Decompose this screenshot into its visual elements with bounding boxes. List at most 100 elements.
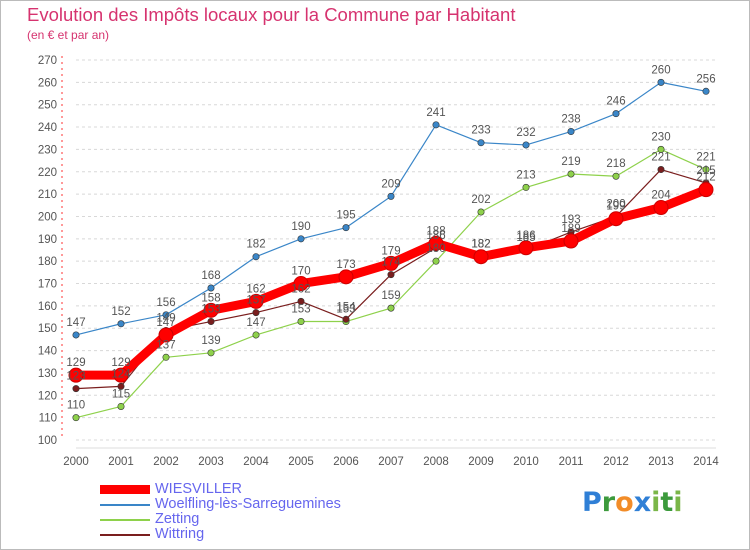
data-label: 195	[336, 210, 355, 222]
data-point	[117, 402, 125, 410]
x-tick-label: 2014	[693, 456, 719, 468]
x-tick-label: 2003	[198, 456, 224, 468]
data-point	[252, 331, 260, 339]
data-label: 186	[516, 230, 535, 242]
data-label: 200	[606, 198, 625, 210]
data-point	[207, 318, 215, 326]
y-tick-label: 210	[38, 189, 57, 201]
x-tick-label: 2004	[243, 456, 269, 468]
data-point	[248, 293, 264, 309]
data-label: 153	[201, 304, 220, 316]
data-point	[207, 284, 215, 292]
data-label: 238	[561, 114, 580, 126]
data-point	[702, 166, 710, 174]
data-label: 185	[516, 232, 535, 244]
chart-subtitle: (en € et par an)	[27, 28, 110, 42]
logo-letter: o	[615, 487, 634, 518]
x-tick-label: 2002	[153, 456, 179, 468]
data-point	[657, 78, 665, 86]
y-tick-label: 220	[38, 167, 57, 179]
data-label: 168	[201, 270, 220, 282]
proxiti-logo: Proxiti	[582, 487, 683, 518]
x-tick-label: 2012	[603, 456, 629, 468]
data-point	[387, 271, 395, 279]
data-point	[428, 235, 444, 251]
y-tick-label: 170	[38, 279, 57, 291]
data-label: 213	[516, 169, 535, 181]
y-tick-label: 140	[38, 346, 57, 358]
data-point	[342, 315, 350, 323]
data-label: 202	[471, 194, 490, 206]
y-tick-label: 230	[38, 144, 57, 156]
data-label: 209	[381, 178, 400, 190]
y-tick-label: 110	[39, 413, 57, 425]
legend-label: Woelfling-lès-Sarreguemines	[155, 496, 341, 512]
data-point	[338, 269, 354, 285]
data-point	[72, 414, 80, 422]
data-label: 170	[291, 266, 310, 278]
data-label: 139	[201, 335, 220, 347]
data-label: 115	[112, 388, 130, 400]
data-point	[563, 233, 579, 249]
data-point	[203, 302, 219, 318]
data-label: 129	[111, 357, 130, 369]
data-point	[698, 182, 714, 198]
legend-label: WIESVILLER	[155, 481, 243, 497]
data-point	[567, 128, 575, 136]
data-point	[567, 170, 575, 178]
logo-letter: P	[582, 487, 602, 518]
y-tick-label: 200	[38, 211, 57, 223]
data-point	[608, 211, 624, 227]
y-tick-label: 160	[38, 301, 57, 313]
data-point	[297, 318, 305, 326]
y-tick-label: 260	[38, 77, 57, 89]
legend-swatch	[100, 512, 150, 527]
legend-label: Zetting	[155, 511, 200, 527]
data-label: 199	[606, 201, 625, 213]
data-label: 182	[471, 239, 490, 251]
data-label: 162	[246, 283, 265, 295]
data-labels: 147 152 156 168 182 190 195 209 241 233 232 238 246 2…	[66, 64, 715, 411]
data-point	[72, 331, 80, 339]
data-point	[252, 309, 260, 317]
data-point	[702, 87, 710, 95]
data-point	[342, 224, 350, 232]
data-point	[432, 257, 440, 265]
data-point	[657, 145, 665, 153]
data-point	[477, 139, 485, 147]
legend-swatch	[100, 497, 150, 512]
data-point	[117, 382, 125, 390]
data-point	[113, 367, 129, 383]
data-label: 215	[696, 165, 715, 177]
data-label: 246	[606, 96, 625, 108]
y-tick-label: 150	[38, 323, 57, 335]
chart-title: Evolution des Impôts locaux pour la Comm…	[27, 4, 516, 25]
data-label: 212	[696, 172, 715, 184]
data-label: 190	[291, 221, 310, 233]
data-label: 123	[66, 371, 85, 383]
data-label: 124	[111, 368, 131, 380]
data-point	[522, 183, 530, 191]
data-label: 129	[66, 357, 85, 369]
data-point	[158, 327, 174, 343]
data-label: 159	[381, 290, 400, 302]
data-point	[383, 255, 399, 271]
logo-letter: r	[601, 487, 616, 518]
x-tick-label: 2007	[378, 456, 404, 468]
logo-letter: t	[660, 487, 674, 518]
data-point	[518, 240, 534, 256]
y-tick-label: 120	[38, 390, 57, 402]
legend-label: Wittring	[155, 526, 205, 542]
y-tick-label: 250	[38, 100, 57, 112]
data-point	[117, 320, 125, 328]
data-label: 153	[291, 304, 310, 316]
data-point	[297, 235, 305, 243]
data-point	[252, 253, 260, 261]
data-label: 221	[696, 152, 715, 164]
data-label: 174	[381, 257, 401, 269]
axes: 100 110 120 130 140 150 160 170 180 190 200 210 220 2…	[38, 55, 720, 468]
data-point	[387, 192, 395, 200]
x-tick-label: 2008	[423, 456, 449, 468]
